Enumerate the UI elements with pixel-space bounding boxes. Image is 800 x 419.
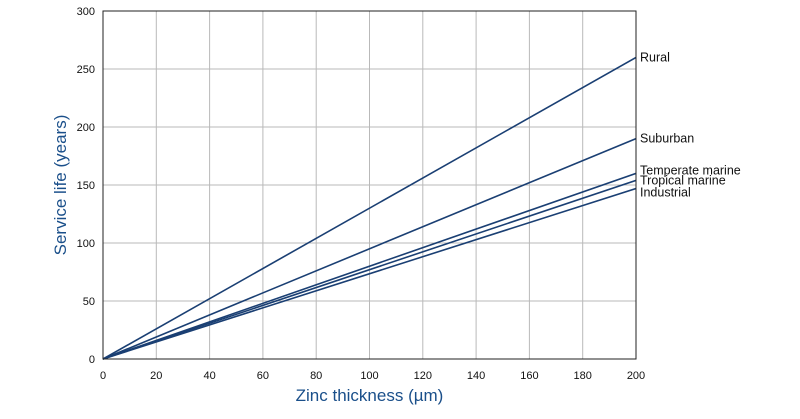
y-axis-title: Service life (years): [51, 115, 70, 256]
x-axis-ticks: 0 20 40 60 80 100 120 140 160 180 200: [100, 370, 645, 382]
x-tick-label: 120: [414, 370, 432, 382]
x-tick-label: 60: [257, 370, 269, 382]
x-tick-label: 100: [360, 370, 378, 382]
x-tick-label: 160: [520, 370, 538, 382]
y-tick-label: 50: [83, 296, 95, 308]
x-tick-label: 180: [574, 370, 592, 382]
x-tick-label: 80: [310, 370, 322, 382]
series-line: [102, 172, 637, 360]
series-line: [102, 187, 637, 360]
y-tick-label: 0: [89, 354, 95, 366]
series-label: Rural: [640, 50, 670, 64]
plot-frame: [102, 10, 637, 360]
series-line: [102, 179, 637, 360]
series-label: Industrial: [640, 185, 691, 199]
series-label: Tropical marine: [640, 173, 726, 187]
y-tick-label: 250: [77, 64, 95, 76]
y-tick-label: 150: [77, 180, 95, 192]
x-tick-label: 40: [203, 370, 215, 382]
x-axis-title: Zinc thickness (µm): [296, 386, 444, 405]
series-label: Suburban: [640, 132, 694, 146]
y-tick-label: 300: [77, 6, 95, 18]
series-label: Temperate marine: [640, 163, 741, 177]
grid: [102, 10, 637, 360]
series-line: [102, 137, 637, 360]
series-lines: [102, 56, 637, 360]
x-tick-label: 0: [100, 370, 106, 382]
y-tick-label: 100: [77, 238, 95, 250]
x-tick-label: 200: [627, 370, 645, 382]
series-line: [102, 56, 637, 360]
x-tick-label: 20: [150, 370, 162, 382]
y-tick-label: 200: [77, 122, 95, 134]
y-axis-ticks: 0 50 100 150 200 250 300: [77, 6, 95, 366]
x-tick-label: 140: [467, 370, 485, 382]
